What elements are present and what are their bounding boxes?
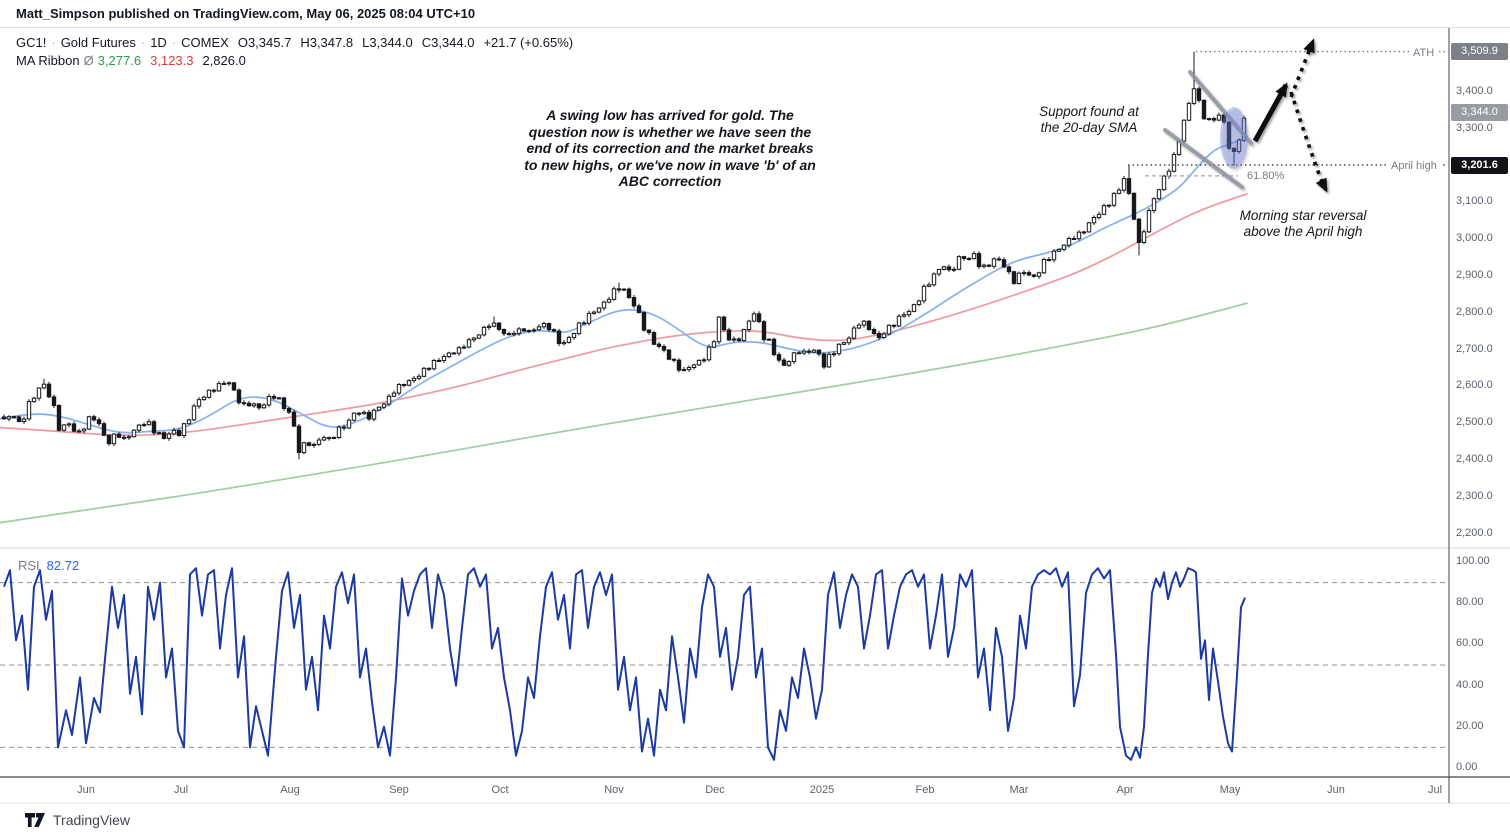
interval-label[interactable]: 1D	[150, 35, 167, 50]
ohlc-high: H3,347.8	[300, 35, 354, 50]
ma-value-200: 2,826.0	[202, 53, 246, 68]
time-axis-label: 2025	[809, 784, 835, 796]
separator-dot: ·	[51, 35, 56, 50]
time-axis-label: Dec	[705, 784, 725, 796]
price-tick-label: 2,400.0	[1456, 453, 1493, 465]
ma-ribbon-legend[interactable]: MA Ribbon Ø 3,277.6 3,123.3 2,826.0	[16, 53, 255, 68]
tradingview-brand-text[interactable]: TradingView	[53, 812, 131, 828]
april-high-line-label: April high	[1388, 160, 1440, 172]
price-badge: 3,344.0	[1451, 104, 1508, 122]
rsi-tick-label: 100.00	[1456, 555, 1490, 567]
tradingview-logo-icon	[25, 813, 45, 827]
analysis-note: A swing low has arrived for gold. The qu…	[524, 107, 816, 189]
exchange-label: COMEX	[181, 35, 229, 50]
ath-line-label: ATH	[1410, 47, 1438, 59]
ma-value-20: 3,277.6	[97, 53, 142, 68]
separator-dot: ·	[171, 35, 177, 50]
price-badge: 3,509.9	[1451, 43, 1508, 61]
price-tick-label: 2,700.0	[1456, 342, 1493, 355]
symbol-description: Gold Futures	[60, 35, 136, 50]
support-note: Support found at the 20-day SMA	[1039, 104, 1139, 135]
time-axis-label: Mar	[1009, 784, 1029, 796]
ma-value-100: 3,123.3	[150, 53, 194, 68]
time-axis-label: Sep	[389, 784, 409, 796]
rsi-value: 82.72	[46, 558, 80, 573]
time-axis-label: Nov	[604, 784, 624, 796]
rsi-tick-label: 40.00	[1456, 678, 1484, 691]
time-axis-label: Jul	[173, 784, 189, 796]
price-tick-label: 2,300.0	[1456, 489, 1493, 502]
time-axis-label: Feb	[915, 784, 935, 796]
symbol-legend[interactable]: GC1! · Gold Futures · 1D · COMEX O3,345.7 H3,347…	[16, 35, 573, 50]
time-axis-label: Jun	[77, 784, 95, 796]
rsi-tick-label: 80.00	[1456, 596, 1484, 609]
change-label: +21.7 (+0.65%)	[483, 35, 574, 50]
price-tick-label: 3,400.0	[1456, 85, 1493, 97]
time-axis-label: May	[1219, 784, 1241, 796]
ohlc-low: L3,344.0	[362, 35, 413, 50]
symbol-name[interactable]: GC1!	[16, 35, 47, 50]
tradingview-footer[interactable]: TradingView	[24, 811, 130, 829]
price-tick-label: 2,600.0	[1456, 379, 1493, 392]
rsi-tick-label: 60.00	[1456, 637, 1484, 650]
price-tick-label: 2,500.0	[1456, 416, 1493, 429]
fib-level-label: 61.80%	[1247, 170, 1285, 182]
time-axis-label: Jun	[1327, 784, 1345, 796]
attribution-text: Matt_Simpson published on TradingView.co…	[16, 6, 476, 21]
ohlc-close: C3,344.0	[421, 35, 475, 50]
time-axis-label: Oct	[491, 784, 509, 796]
average-symbol: Ø	[83, 53, 94, 68]
time-axis-label: Jul	[1427, 784, 1443, 796]
ma-ribbon-label: MA Ribbon	[16, 53, 80, 68]
price-tick-label: 2,200.0	[1456, 526, 1493, 539]
price-tick-label: 2,800.0	[1456, 305, 1493, 318]
price-tick-label: 3,100.0	[1456, 195, 1493, 208]
attribution-bar: Matt_Simpson published on TradingView.co…	[0, 0, 1510, 28]
rsi-tick-label: 0.00	[1456, 761, 1478, 773]
price-tick-label: 3,300.0	[1456, 121, 1493, 134]
ohlc-open: O3,345.7	[237, 35, 292, 50]
morning-star-note: Morning star reversal above the April hi…	[1239, 208, 1367, 239]
rsi-tick-label: 20.00	[1456, 719, 1484, 732]
time-axis-label: Aug	[280, 784, 300, 796]
rsi-label: RSI	[18, 558, 40, 573]
time-axis-label: Apr	[1116, 784, 1134, 796]
price-tick-label: 2,900.0	[1456, 269, 1493, 281]
rsi-legend[interactable]: RSI 82.72	[18, 558, 79, 573]
price-badge: 3,201.6	[1451, 156, 1508, 174]
price-tick-label: 3,000.0	[1456, 232, 1493, 245]
separator-dot: ·	[140, 35, 146, 50]
